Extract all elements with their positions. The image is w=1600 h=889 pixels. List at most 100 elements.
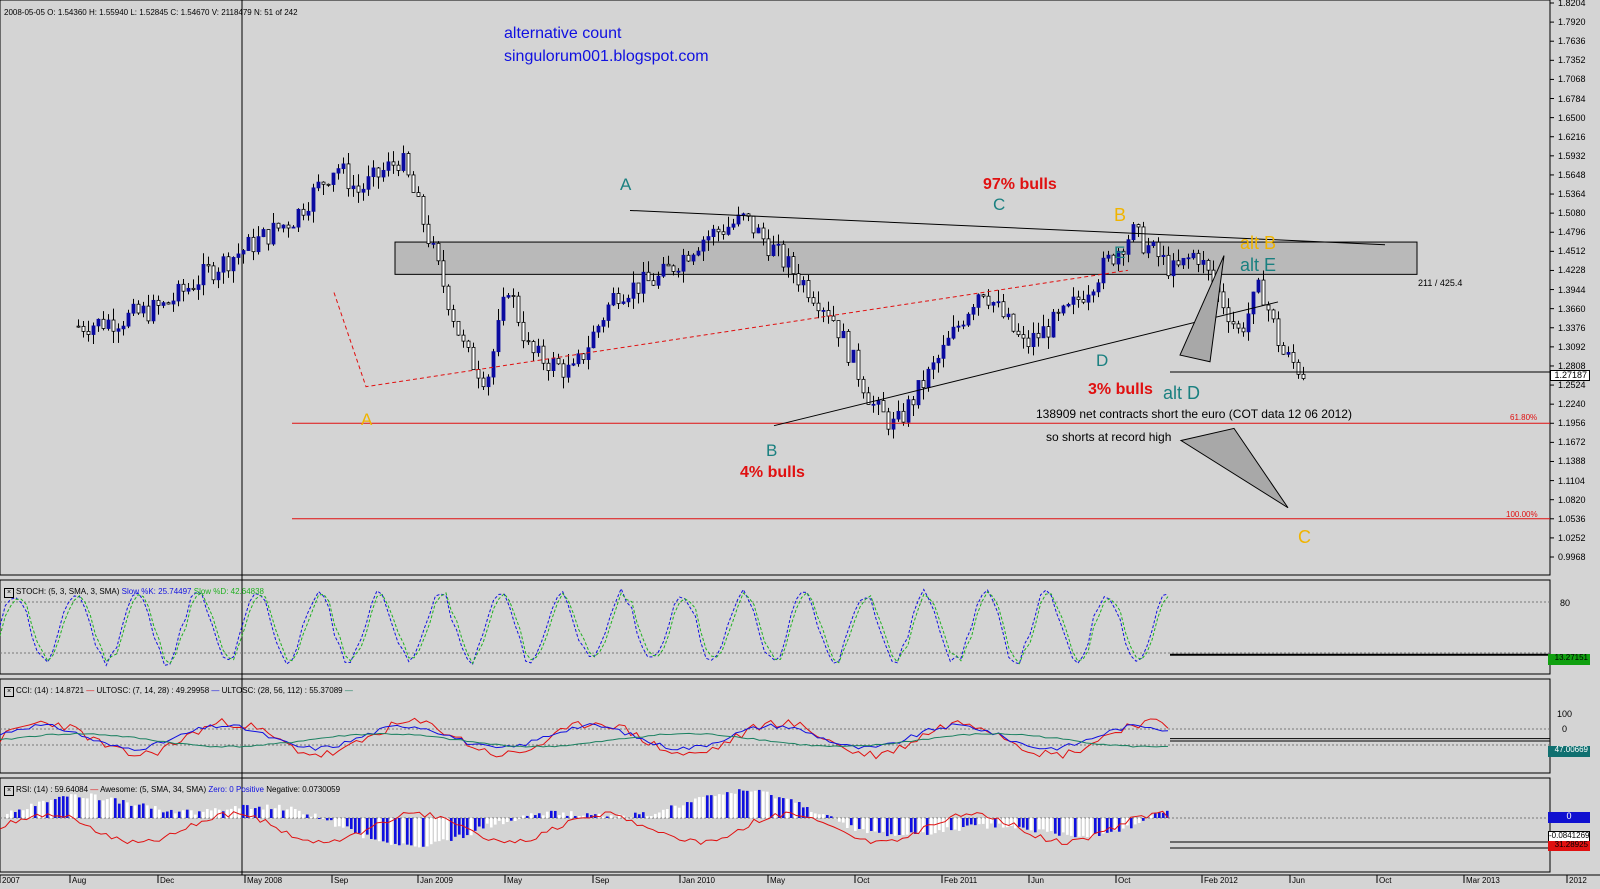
awesome-bar — [690, 802, 693, 818]
awesome-bar — [554, 810, 557, 818]
awesome-bar — [362, 818, 365, 839]
candle-body — [531, 341, 536, 354]
awesome-bar — [38, 801, 41, 818]
awesome-zero: Zero: 0 — [208, 785, 234, 794]
candle-body — [571, 363, 576, 366]
awesome-bar — [378, 818, 381, 842]
stoch-close-icon[interactable]: × — [4, 588, 14, 598]
awesome-bar — [782, 798, 785, 818]
price-axis-label: 1.3376 — [1558, 322, 1586, 333]
awesome-bar — [742, 790, 745, 818]
awesome-bar — [982, 818, 985, 824]
awesome-bar — [714, 796, 717, 818]
candle-body — [251, 236, 256, 253]
candle-body — [451, 309, 456, 322]
candle-body — [626, 297, 631, 303]
awesome-bar — [1134, 818, 1137, 825]
candle-body — [806, 280, 811, 299]
rsi-close-icon[interactable]: × — [4, 786, 14, 796]
candle-body — [401, 153, 406, 171]
cci-close-icon[interactable]: × — [4, 687, 14, 697]
candle-body — [786, 256, 791, 268]
time-axis-label: 2012 — [1569, 876, 1587, 885]
awesome-bar — [454, 818, 457, 837]
time-axis-label: Sep — [334, 876, 349, 885]
candle-body — [686, 254, 691, 262]
price-axis-label: 1.6784 — [1558, 93, 1586, 104]
candle-body — [521, 321, 526, 342]
awesome-bar — [974, 818, 977, 826]
candle-body — [561, 363, 566, 378]
awesome-bar — [818, 814, 821, 818]
candle-body — [171, 300, 176, 305]
awesome-bar — [686, 802, 689, 818]
sentiment-97-bulls: 97% bulls — [983, 176, 1057, 193]
candle-body — [586, 347, 591, 360]
wave-label-b-orange: B — [1114, 205, 1127, 225]
awesome-positive: Positive — [235, 785, 264, 794]
price-axis-label: 1.1672 — [1558, 437, 1586, 448]
awesome-bar — [566, 815, 569, 818]
rsi-line — [0, 810, 1169, 846]
candle-body — [1101, 257, 1106, 284]
candle-body — [726, 226, 731, 235]
candle-body — [846, 330, 851, 363]
candle-body — [431, 242, 436, 245]
awesome-bar — [258, 806, 261, 818]
awesome-bar — [1030, 818, 1033, 831]
time-axis-label: Feb 2012 — [1204, 876, 1238, 885]
candle-body — [1286, 352, 1291, 355]
resistance-zone — [394, 241, 1418, 275]
ultosc-fast-line — [0, 723, 1169, 751]
awesome-bar — [366, 818, 369, 835]
awesome-bar — [1114, 818, 1117, 831]
wave-label-a-teal: A — [620, 175, 632, 194]
awesome-bar — [158, 809, 161, 818]
candle-body — [876, 400, 881, 405]
awesome-bar — [394, 818, 397, 844]
candle-body — [886, 411, 891, 430]
awesome-bar — [326, 818, 329, 821]
candle-body — [756, 227, 761, 234]
awesome-bar — [338, 818, 341, 827]
awesome-bar — [866, 818, 869, 834]
candle-body — [246, 236, 251, 251]
candle-body — [196, 284, 201, 290]
awesome-bar — [294, 809, 297, 818]
awesome-bar — [602, 816, 605, 818]
candle-body — [956, 325, 961, 328]
upper-trendline — [629, 209, 1386, 246]
cci-axis-0: 0 — [1562, 724, 1568, 734]
candle-body — [591, 331, 596, 349]
awesome-bar — [962, 818, 965, 828]
awesome-bar — [298, 810, 301, 818]
candle-body — [791, 256, 796, 275]
price-axis-label: 1.3660 — [1558, 303, 1586, 314]
awesome-bar — [142, 803, 145, 818]
candle-body — [411, 174, 416, 193]
awesome-bar — [446, 818, 449, 841]
awesome-bar — [642, 812, 645, 818]
cci-pane — [0, 678, 1551, 774]
candle-body — [501, 296, 506, 321]
candle-body — [951, 326, 956, 339]
candle-body — [1141, 226, 1146, 254]
awesome-bar — [346, 818, 349, 827]
awesome-bar — [922, 818, 925, 833]
candle-body — [506, 295, 511, 298]
awesome-bar — [706, 795, 709, 818]
candle-body — [826, 310, 831, 317]
awesome-bar — [50, 799, 53, 818]
awesome-bar — [1154, 813, 1157, 818]
candle-body — [131, 303, 136, 314]
candle-body — [356, 185, 361, 193]
awesome-bar — [802, 807, 805, 818]
candle-body — [1001, 301, 1006, 318]
candle-body — [291, 226, 296, 229]
candle-body — [1026, 337, 1031, 348]
candle-body — [1056, 311, 1061, 314]
awesome-bar — [722, 794, 725, 818]
awesome-bar — [1070, 818, 1073, 836]
info-line: 2008-05-05 O: 1.54360 H: 1.55940 L: 1.52… — [4, 8, 298, 17]
awesome-bar — [878, 818, 881, 833]
